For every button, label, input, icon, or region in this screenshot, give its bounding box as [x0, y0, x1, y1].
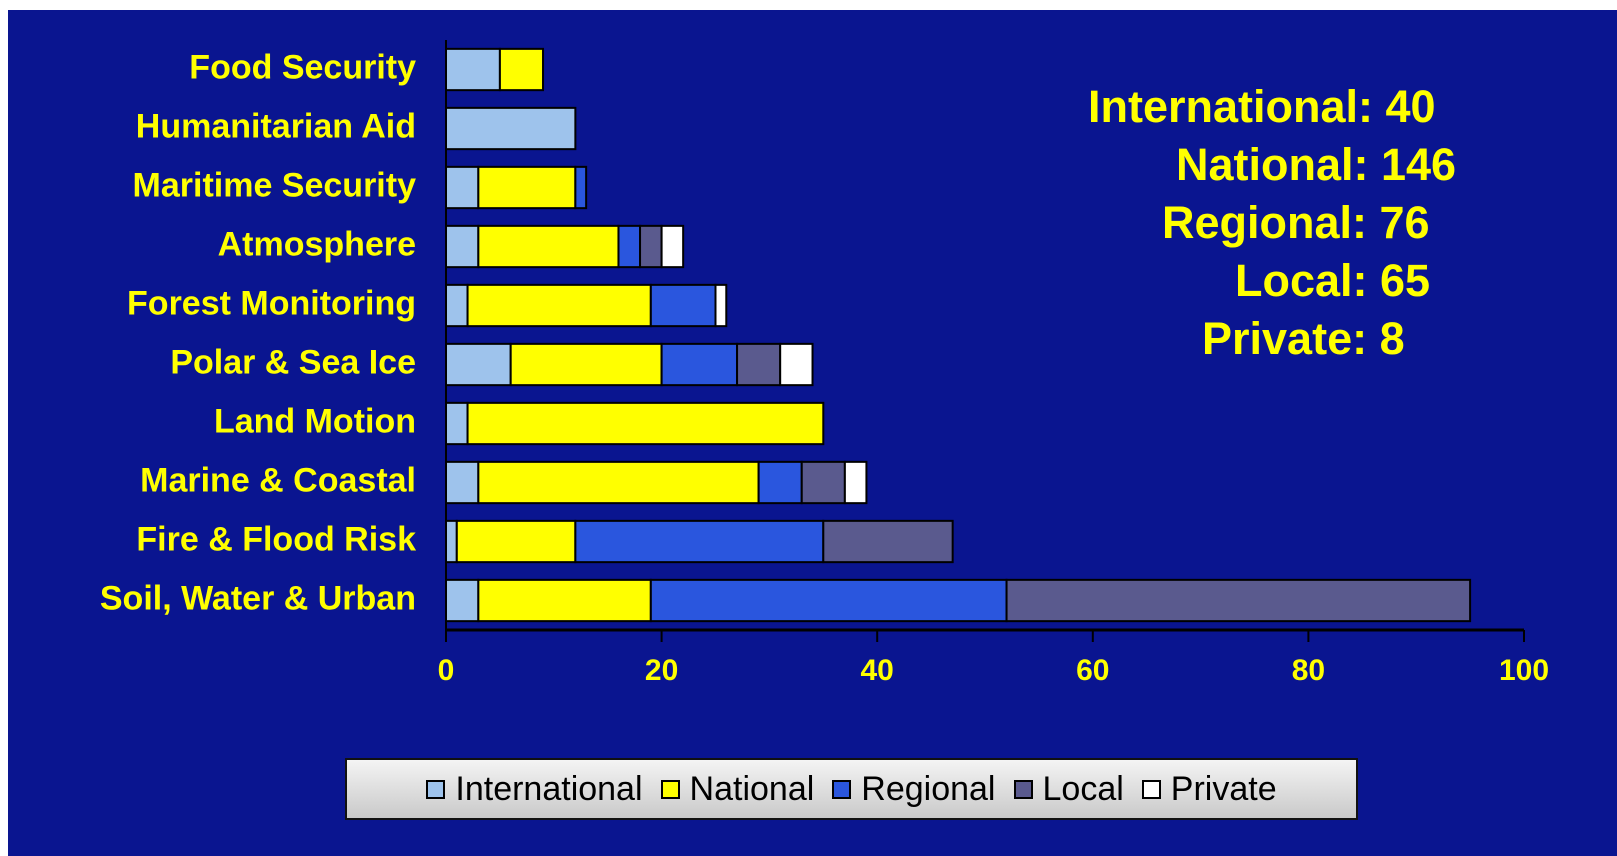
legend-swatch	[1013, 779, 1033, 799]
legend-swatch	[426, 779, 446, 799]
category-label: Marine & Coastal	[140, 461, 416, 499]
legend-label: Regional	[861, 769, 996, 808]
legend-swatch	[832, 779, 852, 799]
summary-private: Private: 8	[1202, 313, 1405, 364]
x-tick-label: 60	[1076, 654, 1109, 687]
summary-international: International: 40	[1088, 81, 1436, 132]
bar-segment-international	[445, 106, 577, 151]
bar-segment-regional	[574, 165, 588, 210]
bar-segment-local	[822, 519, 954, 564]
bar-segment-national	[466, 401, 825, 446]
summary-regional: Regional: 76	[1162, 197, 1430, 248]
bar-segment-private	[779, 342, 814, 387]
bar-segment-regional	[649, 578, 1008, 623]
chart-legend: International National Regional Local Privat…	[345, 758, 1358, 820]
x-tick-label: 40	[861, 654, 894, 687]
x-tick-label: 80	[1292, 654, 1325, 687]
bar-segment-local	[800, 460, 846, 505]
category-label: Humanitarian Aid	[136, 107, 416, 145]
legend-label: International	[455, 769, 643, 808]
legend-item-private: Private	[1141, 769, 1277, 809]
summary-counts: International: 40 National: 146 Regional…	[1050, 78, 1540, 368]
bar-segment-regional	[617, 224, 642, 269]
legend-label: Private	[1170, 769, 1277, 808]
legend-swatch	[1141, 779, 1161, 799]
bar-segment-private	[843, 460, 868, 505]
bar-segment-national	[477, 224, 620, 269]
category-label: Forest Monitoring	[127, 284, 416, 322]
bar-segment-regional	[574, 519, 825, 564]
bar-segment-local	[736, 342, 782, 387]
bar-segment-local	[639, 224, 663, 269]
category-label: Polar & Sea Ice	[170, 343, 416, 381]
summary-local: Local: 65	[1235, 255, 1431, 306]
summary-national: National: 146	[1176, 139, 1457, 190]
bar-segment-international	[445, 342, 512, 387]
bar-segment-national	[477, 460, 760, 505]
x-tick-label: 100	[1499, 654, 1549, 687]
bar-segment-international	[445, 578, 480, 623]
category-label: Maritime Security	[133, 166, 417, 204]
bar-segment-private	[714, 283, 728, 328]
legend-item-local: Local	[1013, 769, 1124, 809]
bar-segment-international	[445, 165, 480, 210]
bar-segment-national	[509, 342, 663, 387]
category-label: Atmosphere	[218, 225, 416, 263]
bar-segment-regional	[757, 460, 803, 505]
legend-label: National	[689, 769, 815, 808]
legend-item-international: International	[426, 769, 643, 809]
x-tick-label: 0	[438, 654, 455, 687]
bar-segment-international	[445, 283, 469, 328]
bar-segment-national	[477, 578, 652, 623]
bar-segment-national	[466, 283, 652, 328]
legend-item-national: National	[660, 769, 815, 809]
bar-segment-regional	[660, 342, 739, 387]
bar-segment-regional	[649, 283, 717, 328]
bar-segment-international	[445, 519, 458, 564]
category-label: Fire & Flood Risk	[136, 520, 416, 558]
bar-segment-international	[445, 401, 469, 446]
bar-segment-national	[477, 165, 577, 210]
bar-segment-local	[1005, 578, 1472, 623]
bar-segment-national	[498, 47, 545, 92]
legend-swatch	[660, 779, 680, 799]
legend-label: Local	[1042, 769, 1124, 808]
bar-segment-international	[445, 224, 480, 269]
bar-segment-private	[660, 224, 685, 269]
category-label: Land Motion	[214, 402, 416, 440]
category-label: Soil, Water & Urban	[100, 579, 416, 617]
category-label: Food Security	[189, 48, 416, 86]
bar-segment-international	[445, 47, 501, 92]
bar-segment-national	[455, 519, 577, 564]
legend-item-regional: Regional	[832, 769, 996, 809]
x-tick-label: 20	[645, 654, 678, 687]
bar-segment-international	[445, 460, 480, 505]
